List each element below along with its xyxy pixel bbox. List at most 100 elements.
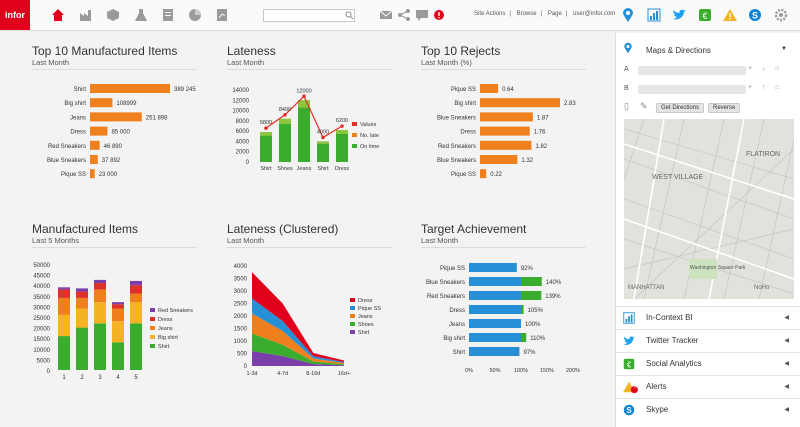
home-b-icon[interactable]: ⌂	[775, 84, 780, 91]
share-icon[interactable]	[396, 7, 412, 23]
social-analytics-icon: €	[623, 358, 635, 370]
area-series	[252, 333, 344, 366]
line-point	[283, 113, 287, 117]
flask-icon[interactable]	[133, 7, 149, 23]
document-icon[interactable]	[160, 7, 176, 23]
report-icon[interactable]	[214, 7, 230, 23]
line-point	[321, 135, 325, 140]
maps-header[interactable]: Maps & Directions ▼	[616, 33, 800, 61]
y-tick-label: 5000	[37, 358, 51, 364]
target-title: Target Achievement	[421, 222, 527, 236]
mail-icon[interactable]	[378, 7, 394, 23]
clear-a-icon[interactable]: +	[748, 65, 753, 72]
field-b-input[interactable]	[638, 85, 746, 94]
value-label: 8400	[279, 107, 291, 113]
x-tick-label: Shirt	[317, 166, 329, 172]
bar-chart-icon[interactable]	[646, 7, 662, 23]
infor-logo[interactable]: infor	[0, 0, 30, 30]
field-a-row: A + ↓ ⌂	[624, 65, 779, 78]
bar	[480, 155, 518, 164]
category-label: Pique SS	[61, 172, 86, 178]
reverse-button[interactable]: Reverse	[708, 103, 741, 113]
search-input[interactable]	[263, 9, 355, 22]
get-directions-button[interactable]: Get Directions	[656, 103, 705, 113]
category-label: Big shirt	[443, 336, 465, 342]
bar	[480, 140, 532, 150]
sidebar-item-skype[interactable]: S Skype ◀	[616, 398, 800, 420]
chevron-down-icon[interactable]: ▼	[781, 46, 787, 52]
rejects-subtitle: Last Month (%)	[421, 58, 586, 70]
box-icon[interactable]	[105, 7, 121, 23]
sidebar-item-social-analytics[interactable]: € Social Analytics ◀	[616, 352, 800, 374]
home-a-icon[interactable]: ⌂	[775, 65, 780, 72]
warning-icon[interactable]	[722, 7, 738, 23]
collapse-arrow-icon[interactable]: ◀	[784, 384, 789, 390]
sidebar-item-in-context-bi[interactable]: In-Context BI ◀	[616, 306, 800, 328]
pencil-icon[interactable]: ✎	[640, 101, 648, 111]
pie-chart-icon[interactable]	[187, 7, 203, 23]
x-tick-label: 8-16d	[306, 371, 320, 377]
alert-badge-icon[interactable]	[431, 7, 447, 23]
move-down-a-icon[interactable]: ↓	[762, 65, 766, 72]
y-tick-label: 0	[47, 369, 51, 375]
gear-icon[interactable]	[773, 7, 789, 23]
twitter-icon[interactable]	[671, 7, 687, 23]
twitter-icon	[623, 336, 636, 345]
value-label: 23 000	[99, 172, 118, 178]
collapse-arrow-icon[interactable]: ◀	[784, 315, 789, 321]
manufactured-subtitle: Last 5 Months	[32, 236, 197, 248]
y-tick-label: 14000	[232, 88, 249, 94]
legend-label: Jeans	[358, 314, 373, 320]
browse-link[interactable]: Browse	[516, 11, 537, 17]
legend-label: Pique SS	[358, 306, 381, 312]
social-analytics-icon[interactable]: €	[697, 7, 713, 23]
x-tick-label: 4	[116, 375, 120, 381]
sidebar-item-alerts[interactable]: 5 Alerts ◀	[616, 375, 800, 397]
home-icon[interactable]	[50, 7, 66, 23]
bar	[90, 126, 108, 136]
y-tick-label: 3500	[234, 277, 248, 283]
street-map[interactable]: FLATIRON WEST VILLAGE Washington Square …	[624, 119, 794, 299]
clustered-panel: Lateness (Clustered) Last Month	[227, 222, 407, 248]
stack-segment	[94, 279, 106, 284]
stack-segment	[58, 287, 70, 290]
field-a-input[interactable]	[638, 66, 746, 75]
bar	[336, 130, 348, 162]
street-map-graphic[interactable]: FLATIRON WEST VILLAGE Washington Square …	[624, 119, 794, 299]
bar	[469, 333, 521, 342]
move-up-b-icon[interactable]: ↑	[762, 84, 766, 91]
factory-icon[interactable]	[78, 7, 94, 23]
bar	[469, 347, 520, 356]
y-tick-label: 35000	[33, 295, 50, 301]
collapse-arrow-icon[interactable]: ◀	[784, 338, 789, 344]
user-link[interactable]: user@infor.com	[573, 11, 616, 17]
site-actions-link[interactable]: Site Actions	[474, 11, 506, 17]
search-icon[interactable]	[345, 11, 354, 20]
x-tick-label: Shirt	[260, 166, 272, 172]
page-link[interactable]: Page	[547, 11, 562, 17]
collapse-arrow-icon[interactable]: ◀	[784, 361, 789, 367]
chat-icon[interactable]	[414, 7, 430, 23]
page-icon[interactable]: ▯	[624, 101, 629, 111]
y-tick-label: 4000	[236, 139, 250, 145]
y-tick-label: 6000	[236, 129, 250, 135]
clustered-chart: 4000 3500 3000 2500 2000 1500 1000 500 01-3d 4-7d…	[234, 264, 382, 377]
value-label: 0.64	[502, 87, 514, 93]
x-tick-label: 2	[80, 375, 84, 381]
legend-label: Big shirt	[158, 335, 178, 341]
value-label: 100%	[525, 322, 541, 328]
map-pin-icon[interactable]	[620, 7, 636, 23]
stack-segment	[76, 288, 88, 292]
stack-segment	[76, 297, 88, 309]
legend-swatch	[352, 144, 357, 148]
stack-segment	[112, 304, 124, 309]
clear-b-icon[interactable]: +	[748, 84, 753, 91]
skype-icon[interactable]: S	[747, 7, 763, 23]
y-tick-label: 1500	[234, 327, 248, 333]
sidebar-item-label: Alerts	[646, 382, 667, 391]
collapse-arrow-icon[interactable]: ◀	[784, 407, 789, 413]
category-label: Dress	[70, 130, 86, 136]
stack-segment	[76, 308, 88, 328]
category-label: Blue Sneakers	[437, 158, 476, 164]
sidebar-item-twitter-tracker[interactable]: Twitter Tracker ◀	[616, 329, 800, 351]
